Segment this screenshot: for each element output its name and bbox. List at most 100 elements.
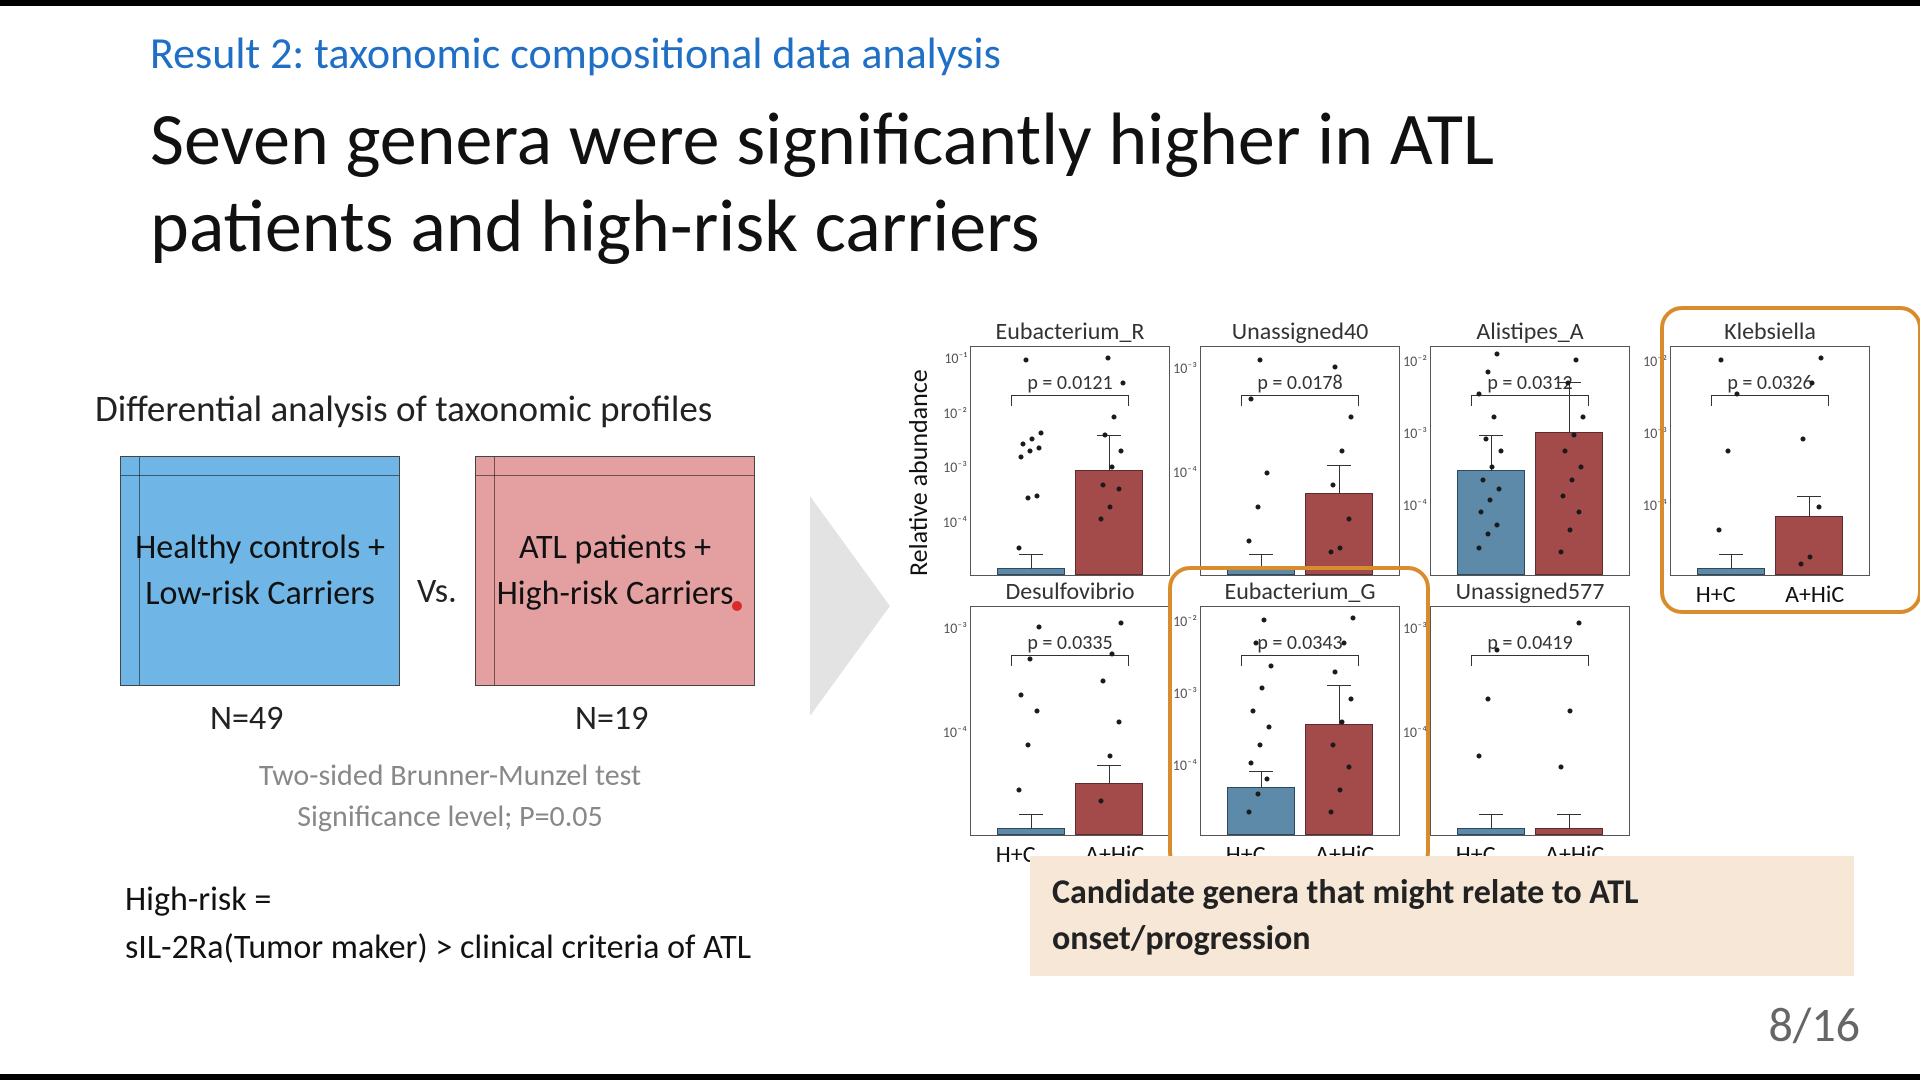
data-point	[1477, 545, 1482, 550]
arrow-icon	[810, 496, 890, 716]
data-point	[1559, 550, 1564, 555]
bar-ahic	[1305, 493, 1373, 575]
data-point	[1017, 545, 1022, 550]
data-point	[1329, 810, 1334, 815]
data-point	[1025, 742, 1030, 747]
data-point	[1021, 441, 1026, 446]
group-healthy-n: N=49	[210, 698, 283, 739]
bar-hc	[997, 568, 1065, 575]
data-point	[1492, 414, 1497, 419]
data-point	[1479, 509, 1484, 514]
bar-hc	[1457, 470, 1525, 575]
p-value: p = 0.0335	[971, 631, 1169, 655]
data-point	[1488, 498, 1493, 503]
data-point	[1030, 437, 1035, 442]
data-point	[1499, 448, 1504, 453]
laser-pointer-dot	[732, 601, 742, 611]
data-point	[1346, 765, 1351, 770]
data-point	[1023, 358, 1028, 363]
group-atl-n: N=19	[575, 698, 648, 739]
p-bracket	[1241, 395, 1359, 406]
bar-hc	[1457, 828, 1525, 835]
p-value: p = 0.0178	[1201, 371, 1399, 395]
data-point	[1253, 640, 1258, 645]
data-point	[1255, 505, 1260, 510]
data-point	[1810, 380, 1815, 385]
data-point	[1255, 792, 1260, 797]
panel-title: Unassigned577	[1431, 577, 1629, 606]
data-point	[1331, 742, 1336, 747]
y-tick: 10⁻⁴	[1391, 724, 1427, 741]
data-point	[1034, 493, 1039, 498]
data-point	[1494, 523, 1499, 528]
highrisk-line2: sIL-2Ra(Tumor maker) > clinical criteria…	[125, 924, 751, 972]
bar-ahic	[1775, 516, 1843, 575]
candidate-callout: Candidate genera that might relate to AT…	[1030, 856, 1854, 976]
data-point	[1348, 697, 1353, 702]
data-point	[1247, 539, 1252, 544]
data-point	[1567, 708, 1572, 713]
group-atl-label: ATL patients + High-risk Carriers	[476, 525, 754, 617]
data-point	[1477, 753, 1482, 758]
highrisk-definition: High-risk = sIL-2Ra(Tumor maker) > clini…	[125, 876, 751, 971]
slide: Result 2: taxonomic compositional data a…	[0, 6, 1920, 1074]
y-tick: 10⁻³	[931, 620, 967, 637]
panel-title: Klebsiella	[1671, 317, 1869, 346]
data-point	[1717, 527, 1722, 532]
data-point	[1264, 776, 1269, 781]
y-tick: 10⁻¹	[931, 350, 967, 367]
y-tick: 10⁻⁴	[1161, 757, 1197, 774]
data-point	[1034, 708, 1039, 713]
data-point	[1099, 516, 1104, 521]
data-point	[1329, 550, 1334, 555]
p-bracket	[1471, 655, 1589, 666]
data-point	[1019, 455, 1024, 460]
stats-note-2: Significance level; P=0.05	[240, 797, 660, 838]
x-tick: A+HiC	[1785, 580, 1844, 609]
y-tick: 10⁻⁴	[1161, 464, 1197, 481]
stats-note: Two-sided Brunner-Munzel test Significan…	[240, 756, 660, 837]
group-atl-box: ATL patients + High-risk Carriers	[475, 456, 755, 686]
data-point	[1333, 365, 1338, 370]
data-point	[1105, 356, 1110, 361]
stats-note-1: Two-sided Brunner-Munzel test	[240, 756, 660, 797]
bar-ahic	[1535, 432, 1603, 575]
data-point	[1025, 496, 1030, 501]
data-point	[1118, 448, 1123, 453]
data-point	[1116, 720, 1121, 725]
data-point	[1333, 670, 1338, 675]
chart-panel-desulfovibrio: Desulfovibriop = 0.033510⁻³10⁻⁴H+CA+HiC	[970, 606, 1170, 836]
data-point	[1346, 516, 1351, 521]
bar-ahic	[1305, 724, 1373, 835]
data-point	[1107, 505, 1112, 510]
data-point	[1563, 448, 1568, 453]
data-point	[1581, 414, 1586, 419]
data-point	[1576, 509, 1581, 514]
y-tick: 10⁻³	[1161, 360, 1197, 377]
data-point	[1266, 724, 1271, 729]
bar-ahic	[1535, 828, 1603, 835]
x-tick-labels: H+CA+HiC	[1671, 580, 1869, 609]
data-point	[1348, 414, 1353, 419]
chart-panel-klebsiella: Klebsiellap = 0.032610⁻²10⁻³10⁻⁴H+CA+HiC	[1670, 346, 1870, 576]
data-point	[1483, 437, 1488, 442]
p-value: p = 0.0343	[1201, 631, 1399, 655]
data-point	[1107, 753, 1112, 758]
y-tick: 10⁻³	[1391, 620, 1427, 637]
data-point	[1110, 464, 1115, 469]
data-point	[1101, 482, 1106, 487]
section-header: Result 2: taxonomic compositional data a…	[150, 26, 1001, 80]
data-point	[1028, 448, 1033, 453]
data-point	[1340, 720, 1345, 725]
y-tick: 10⁻²	[1161, 613, 1197, 630]
group-healthy-box: Healthy controls + Low-risk Carriers	[120, 456, 400, 686]
y-tick: 10⁻²	[931, 405, 967, 422]
p-bracket	[1241, 655, 1359, 666]
data-point	[1559, 765, 1564, 770]
data-point	[1036, 625, 1041, 630]
data-point	[1249, 760, 1254, 765]
data-point	[1101, 679, 1106, 684]
data-point	[1118, 620, 1123, 625]
p-bracket	[1471, 395, 1589, 406]
group-healthy-label: Healthy controls + Low-risk Carriers	[121, 525, 399, 617]
